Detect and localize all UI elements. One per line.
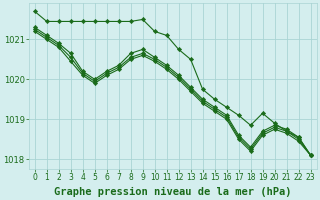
X-axis label: Graphe pression niveau de la mer (hPa): Graphe pression niveau de la mer (hPa): [54, 186, 292, 197]
